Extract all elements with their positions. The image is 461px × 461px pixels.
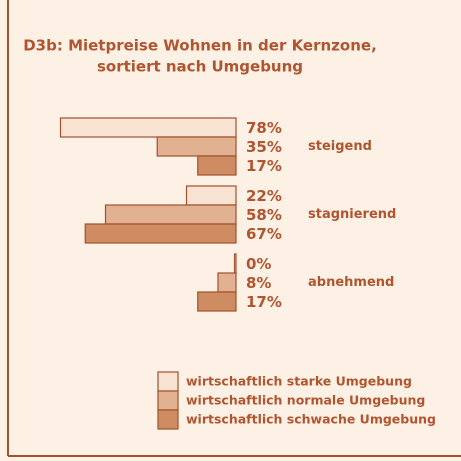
legend-swatch (157, 409, 179, 430)
legend-swatch (157, 390, 179, 411)
category-label: steigend (308, 139, 372, 154)
chart-title: sortiert nach Umgebung (97, 58, 303, 76)
bar (84, 223, 237, 244)
data-label: 22% (246, 187, 282, 205)
legend-label: wirtschaftlich starke Umgebung (186, 374, 412, 389)
data-label: 17% (246, 157, 282, 175)
bar (59, 117, 237, 138)
bar (233, 253, 237, 274)
category-label: stagnierend (308, 207, 396, 222)
bar (156, 136, 237, 157)
data-label: 58% (246, 206, 282, 224)
bar (104, 204, 237, 225)
bar (217, 272, 237, 293)
legend-label: wirtschaftlich normale Umgebung (186, 393, 425, 408)
bar (197, 155, 237, 176)
legend-label: wirtschaftlich schwache Umgebung (186, 412, 436, 427)
bar (197, 291, 237, 312)
data-label: 8% (246, 274, 271, 292)
category-label: abnehmend (308, 275, 394, 290)
legend-swatch (157, 371, 179, 392)
data-label: 0% (246, 255, 271, 273)
data-label: 17% (246, 293, 282, 311)
data-label: 35% (246, 138, 282, 156)
chart-title: D3b: Mietpreise Wohnen in der Kernzone, (23, 37, 377, 55)
data-label: 78% (246, 119, 282, 137)
data-label: 67% (246, 225, 282, 243)
bar (185, 185, 237, 206)
